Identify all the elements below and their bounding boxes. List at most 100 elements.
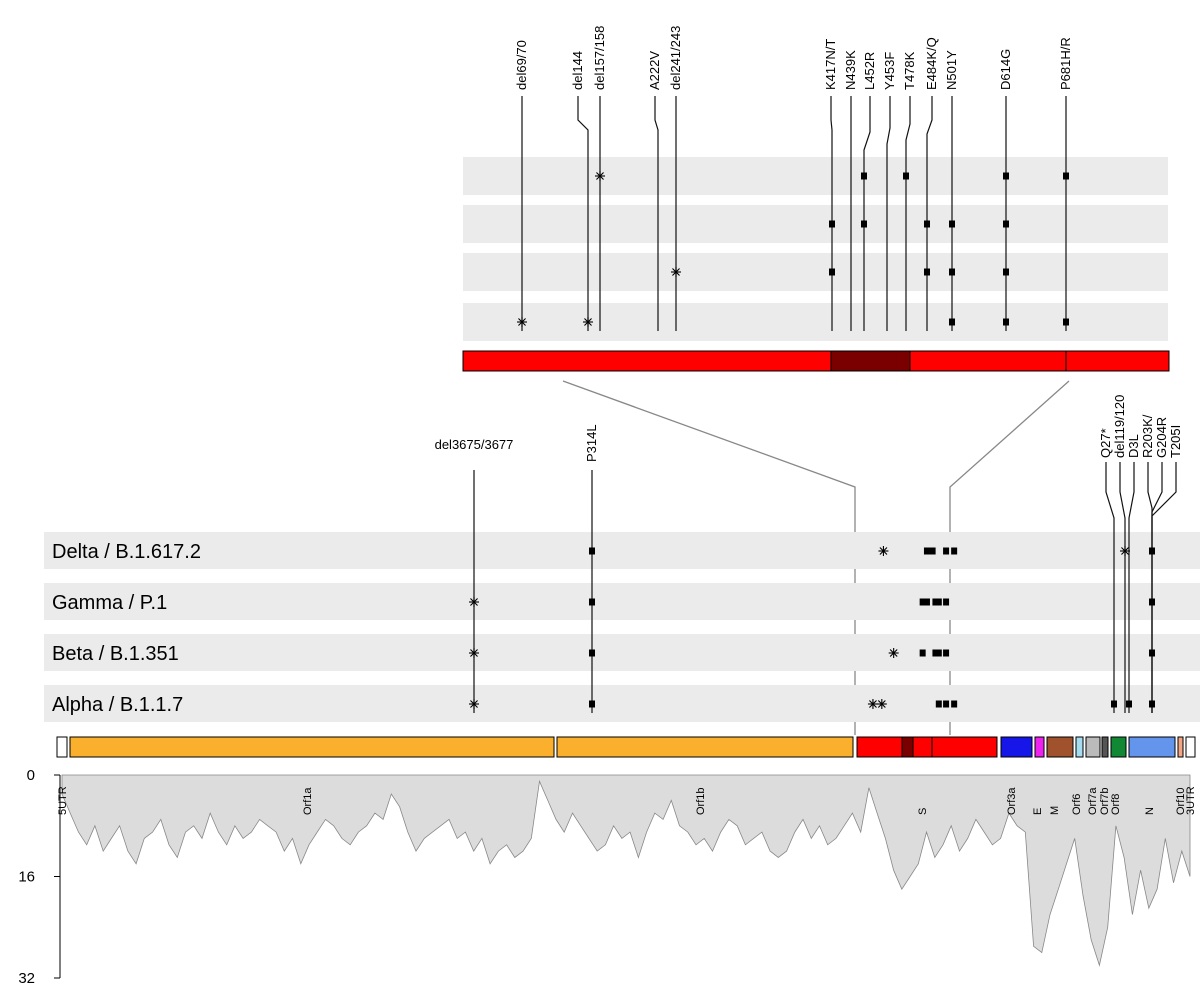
gene-block-m	[1046, 736, 1074, 758]
spike-row-delta	[463, 157, 1168, 195]
star-stroke	[470, 700, 478, 708]
genome-mark-p314l-alpha	[589, 700, 595, 708]
spike-label-y453f: Y453F	[882, 52, 897, 90]
spike-mark-del157-158-delta	[595, 171, 605, 181]
genome-mark-q27-alpha	[1111, 700, 1117, 708]
genome-mutation-lines	[473, 462, 1177, 713]
genome-spike-mark-p681h-r-alpha	[951, 700, 958, 708]
genome-spike-mark-d614g-beta	[943, 649, 950, 657]
star-stroke	[584, 318, 592, 326]
spike-mark-d614g-gamma	[1003, 220, 1009, 228]
gene-label-s: S	[917, 808, 929, 815]
gene-block-orf1b	[556, 736, 854, 758]
spike-label-t478k: T478K	[902, 51, 917, 90]
spike-label-n439k: N439K	[843, 50, 858, 90]
genome-spike-mark-t478k-delta	[929, 547, 936, 555]
gene-block-s-rbd	[901, 736, 914, 758]
genome-spike-mark-e484k-q-gamma	[932, 598, 939, 606]
genome-mark-p314l-gamma	[589, 598, 595, 606]
star-stroke	[889, 649, 898, 657]
genome-mark-del119-120-delta	[1120, 546, 1130, 556]
star-stroke	[879, 547, 888, 555]
spike-row-beta	[463, 253, 1168, 291]
spike-mark-p681h-r-delta	[1063, 172, 1069, 180]
gene-label-orf3a: Orf3a	[1006, 787, 1018, 815]
genome-mark-p314l-delta	[589, 547, 595, 555]
gene-label-orf10: Orf10	[1175, 787, 1187, 815]
gene-block-orf1a	[69, 736, 555, 758]
genome-spike-mark-del241-243-beta	[888, 648, 899, 658]
spike-mark-p681h-r-alpha	[1063, 318, 1069, 326]
spike-mutation-lines	[521, 96, 1067, 331]
spike-mark-del69-70-alpha	[517, 317, 527, 327]
genome-label-p314l: P314L	[584, 424, 599, 462]
spike-mark-d614g-delta	[1003, 172, 1009, 180]
spike-mark-k417n-t-gamma	[829, 220, 835, 228]
genome-variant-rows	[44, 532, 1200, 722]
genome-mark-r203k-gamma	[1149, 598, 1155, 606]
spike-line-a222v	[654, 96, 659, 331]
genome-label-g204r: G204R	[1154, 417, 1169, 458]
gene-label-orf6: Orf6	[1071, 794, 1083, 815]
genome-line-d3l	[1128, 462, 1135, 713]
spike-variant-rows	[463, 157, 1168, 341]
row-label-beta: Beta / B.1.351	[52, 643, 179, 665]
spike-label-del157-158: del157/158	[592, 26, 607, 90]
spike-line-y453f	[886, 96, 891, 331]
spike-line-del144	[577, 96, 589, 331]
genome-label-t205i: T205I	[1168, 425, 1183, 458]
row-label-alpha: Alpha / B.1.1.7	[52, 694, 183, 716]
gene-label-orf8: Orf8	[1110, 794, 1122, 815]
variant-row-labels: Delta / B.1.617.2 Gamma / P.1 Beta / B.1.3…	[52, 541, 201, 716]
genome-mutation-labels: del3675/3677 P314L Q27* del119/120 D3L R203K/…	[435, 395, 1183, 462]
genome-row-beta	[44, 634, 1200, 671]
gene-block-orf10	[1177, 736, 1184, 758]
axis-label-32: 32	[18, 970, 35, 987]
row-label-gamma: Gamma / P.1	[52, 592, 167, 614]
gene-block-e	[1034, 736, 1045, 758]
spike-bar-body	[462, 350, 1170, 372]
genome-line-del119-120	[1119, 462, 1126, 713]
axis-label-16: 16	[18, 869, 35, 886]
genome-spike-mark-n501y-beta	[935, 649, 942, 657]
gene-label-orf1b: Orf1b	[695, 787, 707, 815]
spike-label-del144: del144	[570, 51, 585, 90]
spike-row-alpha	[463, 303, 1168, 341]
genome-mark-r203k-delta	[1149, 547, 1155, 555]
genome-label-del119-120: del119/120	[1112, 395, 1127, 458]
star-stroke	[869, 700, 877, 708]
spike-mark-l452r-gamma	[861, 220, 867, 228]
genome-mark-d3l-alpha	[1126, 700, 1132, 708]
genome-mark-del3675-3677-alpha	[469, 699, 479, 709]
genome-label-del3675-3677: del3675/3677	[435, 437, 514, 452]
genome-spike-mark-d614g-gamma	[943, 598, 950, 606]
spike-protein-bar	[462, 350, 1170, 372]
genome-label-d3l: D3L	[1126, 434, 1141, 458]
genome-mark-r203k-alpha	[1149, 700, 1155, 708]
genome-spike-mutation-marks	[867, 546, 958, 709]
star-stroke	[1121, 547, 1129, 555]
gene-block-orf7a	[1085, 736, 1101, 758]
spike-label-del69-70: del69/70	[514, 40, 529, 90]
genome-row-gamma	[44, 583, 1200, 620]
spike-label-d614g: D614G	[998, 49, 1013, 90]
spike-mark-l452r-delta	[861, 172, 867, 180]
spike-mutation-labels: del69/70 del144 del157/158 A222V del241/243 K…	[514, 26, 1073, 90]
gene-label-3utr: 3UTR	[1185, 786, 1197, 815]
spike-line-t478k	[905, 96, 911, 331]
spike-mark-del241-243-beta	[671, 267, 681, 277]
gene-labels: 5UTR Orf1a Orf1b S Orf3a E M Orf6 Orf7a Orf7b Orf8…	[57, 786, 1197, 815]
gene-block-5utr	[56, 736, 68, 758]
genome-spike-mark-n501y-gamma	[935, 598, 942, 606]
spike-line-k417n-t	[830, 96, 833, 331]
spike-row-gamma	[463, 205, 1168, 243]
genome-spike-mark-del157-158-delta	[878, 546, 889, 556]
star-stroke	[596, 172, 604, 180]
star-stroke	[672, 268, 680, 276]
genome-spike-mark-del69-70-alpha	[867, 699, 878, 709]
gene-block-orf3a	[1000, 736, 1033, 758]
coverage-plot	[61, 774, 1191, 967]
gene-label-n: N	[1144, 807, 1156, 815]
gene-block-s	[856, 736, 998, 758]
